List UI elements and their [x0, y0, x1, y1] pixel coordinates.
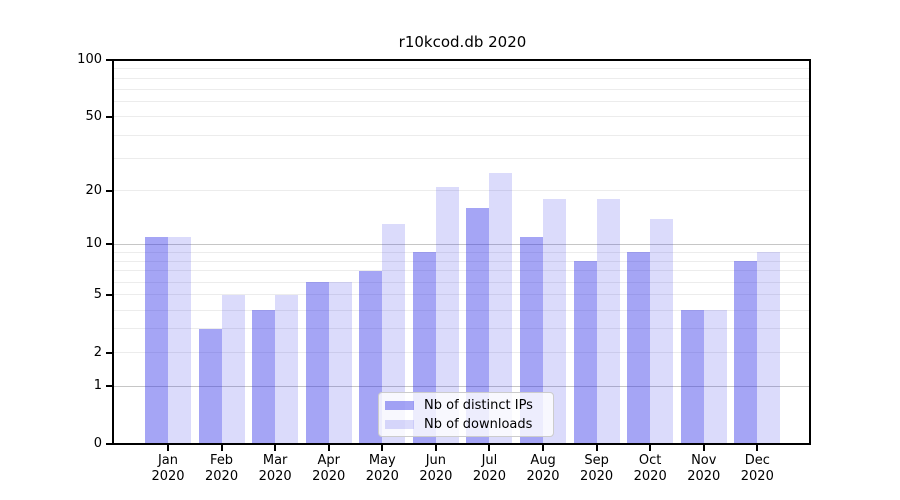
bar-downloads-jul: [489, 172, 513, 443]
x-tick: [702, 445, 705, 451]
x-tick-label-aug: Aug 2020: [526, 453, 560, 484]
bar-ips-nov: [680, 310, 704, 443]
y-tick: [106, 243, 112, 246]
gridline-minor: [114, 134, 811, 136]
x-tick: [381, 445, 384, 451]
x-tick: [167, 445, 169, 451]
legend-item-distinct-ips: Nb of distinct IPs: [379, 396, 553, 415]
gridline-minor: [114, 101, 811, 103]
bar-ips-jan: [145, 237, 168, 443]
x-tick: [488, 445, 491, 451]
legend-item-downloads: Nb of downloads: [379, 415, 553, 434]
y-tick-label: 100: [77, 52, 102, 67]
bar-downloads-mar: [275, 294, 299, 443]
axis-spine-right: [809, 59, 811, 445]
gridline-minor: [114, 352, 811, 354]
x-tick-label-dec: Dec 2020: [740, 453, 774, 484]
x-tick: [756, 445, 759, 451]
x-tick: [595, 445, 598, 451]
y-tick-label: 5: [93, 286, 102, 302]
x-tick: [649, 445, 652, 451]
y-tick-label: 0: [93, 436, 102, 451]
bar-downloads-apr: [328, 282, 352, 443]
y-tick: [106, 189, 112, 192]
bar-downloads-feb: [221, 294, 245, 443]
bar-ips-may: [359, 270, 383, 443]
y-tick: [106, 115, 112, 118]
gridline-minor: [114, 260, 811, 262]
x-tick-label-mar: Mar 2020: [258, 453, 292, 484]
y-tick-label: 1: [93, 378, 102, 394]
legend: Nb of distinct IPs Nb of downloads: [378, 392, 554, 437]
bar-ips-dec: [734, 261, 758, 443]
y-tick-label: 50: [85, 108, 102, 124]
gridline-major: [114, 385, 811, 387]
y-tick: [106, 351, 112, 354]
bar-ips-aug: [520, 237, 544, 443]
bar-downloads-may: [382, 224, 406, 443]
x-tick: [274, 445, 277, 451]
gridline-major: [114, 243, 811, 245]
y-tick: [106, 443, 112, 445]
gridline-minor: [114, 328, 811, 330]
bar-downloads-dec: [757, 252, 781, 443]
axis-spine-left: [112, 59, 114, 445]
gridline-minor: [114, 77, 811, 79]
gridline-minor: [114, 281, 811, 283]
y-tick: [106, 293, 112, 296]
gridline-minor: [114, 190, 811, 192]
x-tick: [434, 445, 437, 451]
y-tick-label: 2: [93, 344, 102, 360]
x-tick-label-feb: Feb 2020: [205, 453, 239, 484]
x-tick: [542, 445, 545, 451]
bar-downloads-sep: [596, 199, 620, 443]
bar-ips-jul: [466, 208, 490, 443]
x-tick: [327, 445, 330, 451]
bar-downloads-oct: [650, 218, 674, 443]
chart-title: r10kcod.db 2020: [398, 33, 527, 51]
gridline-minor: [114, 116, 811, 118]
bar-ips-mar: [252, 310, 276, 443]
legend-label-distinct-ips: Nb of distinct IPs: [424, 398, 533, 413]
gridline-minor: [114, 88, 811, 90]
bar-ips-feb: [198, 328, 222, 443]
gridline-minor: [114, 251, 811, 253]
legend-swatch-distinct-ips: [385, 401, 414, 410]
y-tick: [106, 385, 112, 388]
bar-downloads-jun: [435, 186, 459, 443]
bar-downloads-nov: [703, 310, 727, 443]
x-tick-label-jan: Jan 2020: [151, 453, 185, 484]
gridline-minor: [114, 270, 811, 272]
gridline-minor: [114, 157, 811, 159]
axis-spine-top: [112, 59, 811, 61]
x-tick-label-jul: Jul 2020: [472, 453, 506, 484]
bar-ips-sep: [573, 261, 597, 443]
bar-downloads-aug: [543, 199, 567, 443]
legend-label-downloads: Nb of downloads: [424, 417, 533, 432]
x-tick: [220, 445, 223, 451]
gridline-minor: [114, 294, 811, 296]
bar-ips-oct: [627, 252, 651, 443]
x-tick-label-nov: Nov 2020: [687, 453, 721, 484]
x-tick-label-oct: Oct 2020: [633, 453, 667, 484]
legend-swatch-downloads: [385, 420, 414, 429]
x-tick-label-jun: Jun 2020: [419, 453, 453, 484]
axis-spine-bottom: [112, 443, 811, 445]
y-tick-label: 10: [85, 236, 102, 252]
bar-downloads-jan: [168, 237, 191, 443]
y-tick: [106, 59, 112, 61]
gridline-minor: [114, 309, 811, 311]
x-tick-label-apr: Apr 2020: [312, 453, 346, 484]
y-tick-label: 20: [85, 182, 102, 198]
x-tick-label-may: May 2020: [365, 453, 399, 484]
x-tick-label-sep: Sep 2020: [580, 453, 614, 484]
gridline-minor: [114, 68, 811, 70]
bar-ips-apr: [305, 282, 329, 443]
